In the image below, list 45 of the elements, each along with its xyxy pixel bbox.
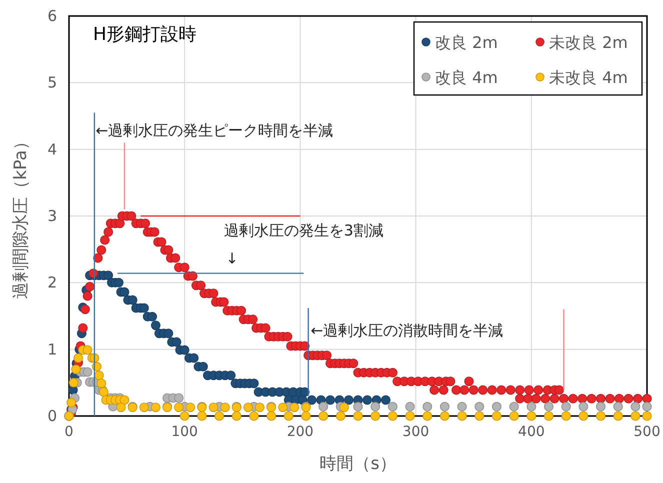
point bbox=[630, 402, 640, 412]
y-tick-label: 5 bbox=[47, 74, 57, 92]
x-tick-label: 300 bbox=[402, 424, 430, 440]
point bbox=[422, 402, 432, 412]
point bbox=[642, 402, 652, 412]
point bbox=[474, 402, 484, 412]
point bbox=[492, 402, 502, 412]
point bbox=[370, 402, 380, 412]
y-axis-title: 過剰間隙水圧（kPa） bbox=[11, 133, 31, 299]
legend-label: 改良 4m bbox=[435, 68, 498, 87]
annotation: ↓ bbox=[226, 249, 238, 268]
point bbox=[405, 402, 415, 412]
point bbox=[82, 367, 92, 377]
y-tick-label: 1 bbox=[47, 340, 57, 358]
point bbox=[388, 402, 398, 412]
x-tick-label: 0 bbox=[64, 424, 74, 440]
legend-label: 改良 2m bbox=[435, 33, 498, 52]
point bbox=[509, 402, 519, 412]
point bbox=[457, 402, 467, 412]
x-tick-label: 100 bbox=[171, 424, 198, 440]
x-tick-label: 400 bbox=[518, 424, 545, 440]
y-tick-label: 6 bbox=[47, 7, 57, 25]
y-tick-label: 3 bbox=[47, 207, 57, 225]
point bbox=[596, 402, 606, 412]
point bbox=[544, 402, 554, 412]
point bbox=[440, 402, 450, 412]
point bbox=[174, 393, 184, 403]
y-tick-label: 4 bbox=[47, 140, 57, 158]
point bbox=[578, 402, 588, 412]
point bbox=[526, 402, 536, 412]
x-tick-label: 200 bbox=[286, 424, 314, 440]
annotation: ←過剰水圧の消散時間を半減 bbox=[310, 321, 504, 340]
annotation: 過剰水圧の発生を3割減 bbox=[224, 221, 384, 240]
point bbox=[561, 402, 571, 412]
y-tick-label: 2 bbox=[47, 274, 57, 292]
annotation: ←過剰水圧の発生ピーク時間を半減 bbox=[96, 121, 334, 140]
point bbox=[353, 402, 363, 412]
legend-label: 未改良 4m bbox=[549, 68, 628, 87]
x-tick-label: 500 bbox=[634, 424, 660, 440]
y-tick-label: 0 bbox=[47, 407, 57, 425]
legend-label: 未改良 2m bbox=[549, 33, 628, 52]
text: H形鋼打設時 bbox=[93, 24, 197, 45]
x-axis-title: 時間（s） bbox=[320, 454, 396, 474]
point bbox=[318, 402, 328, 412]
point bbox=[613, 402, 623, 412]
